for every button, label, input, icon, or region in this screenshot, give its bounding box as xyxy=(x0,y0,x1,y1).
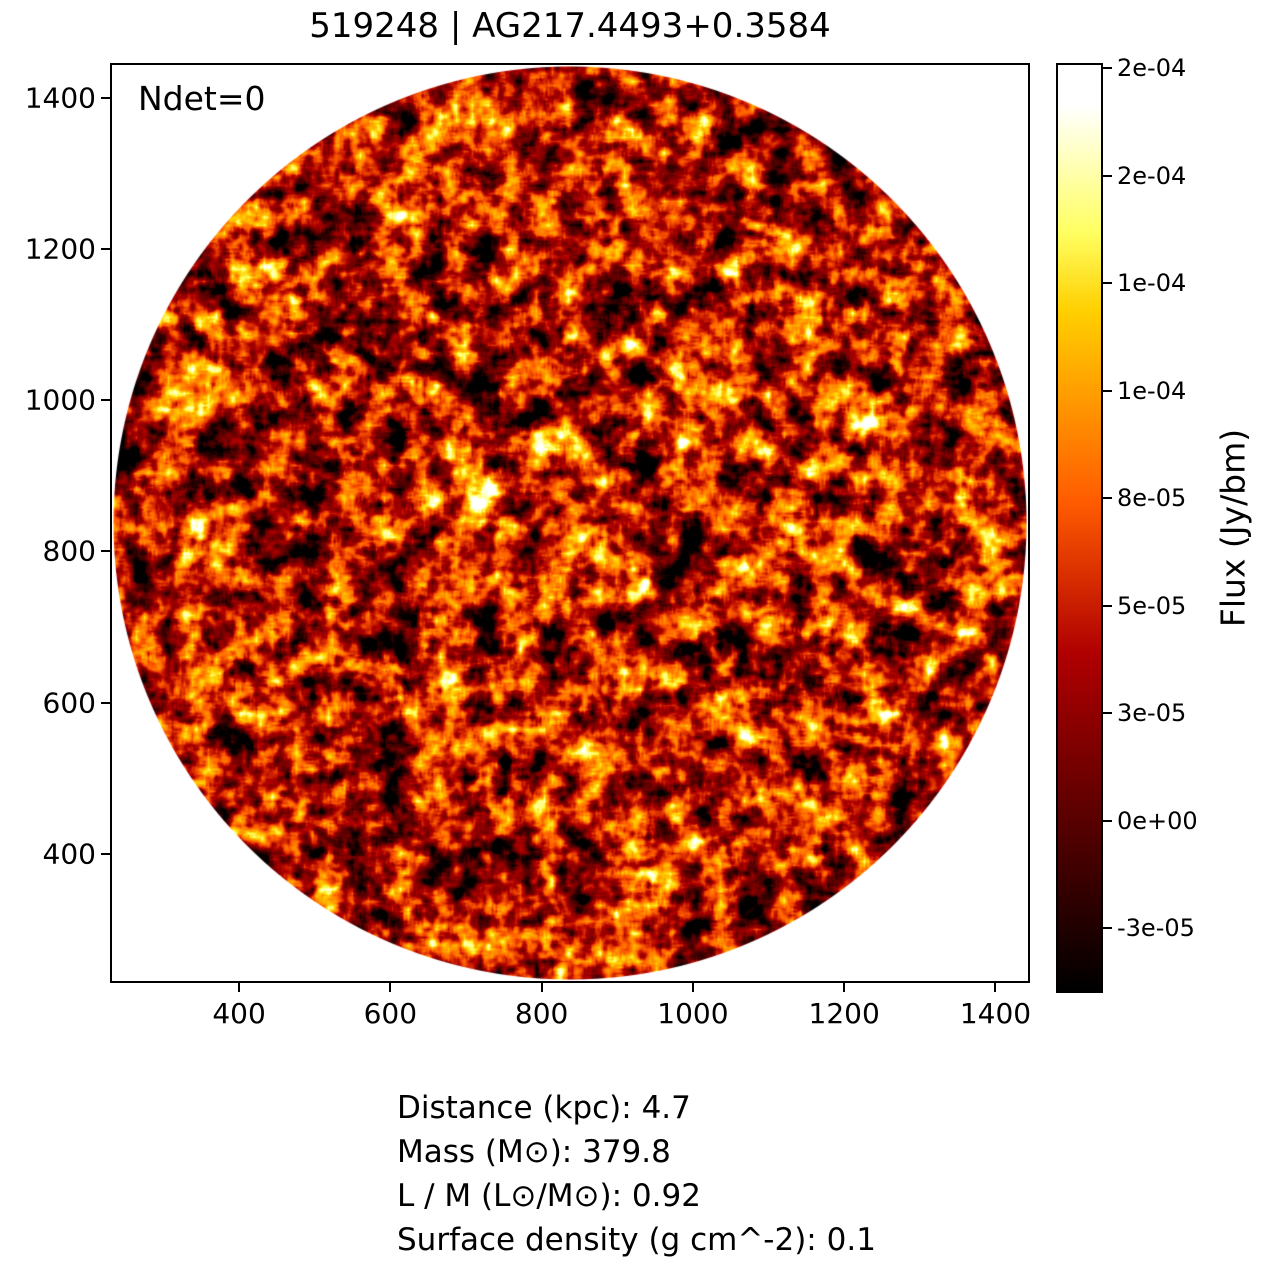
colorbar-tick-label: 1e-04 xyxy=(1117,269,1187,297)
y-tick-label: 400 xyxy=(42,837,96,871)
x-tick-mark xyxy=(691,983,694,992)
x-tick-label: 600 xyxy=(363,997,418,1030)
colorbar-tick-label: -3e-05 xyxy=(1117,914,1195,942)
y-tick-mark xyxy=(101,247,110,250)
y-tick-mark xyxy=(101,96,110,99)
plot-title: 519248 | AG217.4493+0.3584 xyxy=(309,6,831,46)
flux-map-image xyxy=(112,65,1028,981)
stat-distance: Distance (kpc): 4.7 xyxy=(397,1090,691,1126)
colorbar-tick-label: 5e-05 xyxy=(1117,591,1187,620)
y-tick-label: 800 xyxy=(42,534,96,568)
colorbar-tick-label: 0e+00 xyxy=(1117,806,1198,835)
x-tick-label: 1000 xyxy=(657,997,729,1030)
ndet-annotation: Ndet=0 xyxy=(138,79,266,118)
x-tick-label: 1400 xyxy=(959,997,1032,1030)
x-tick-mark xyxy=(389,983,392,992)
colorbar-tick-label: 1e-04 xyxy=(1117,376,1187,405)
y-tick-label: 1200 xyxy=(24,232,96,266)
colorbar: 2e-04 2e-04 1e-04 1e-04 8e-05 5e-05 3e-05 0e+00… xyxy=(1056,54,1198,993)
colorbar-tick-label: 2e-04 xyxy=(1117,54,1187,82)
y-tick-mark xyxy=(101,550,110,553)
colorbar-tick-label: 8e-05 xyxy=(1117,484,1187,512)
colorbar-tick-mark xyxy=(1103,604,1112,607)
x-tick-label: 800 xyxy=(514,997,569,1030)
y-tick-label: 1000 xyxy=(24,383,96,417)
colorbar-tick-mark xyxy=(1103,282,1112,284)
y-tick-label: 1400 xyxy=(24,81,96,115)
stat-surface-density: Surface density (g cm^-2): 0.1 xyxy=(397,1222,876,1258)
y-tick-label: 600 xyxy=(42,686,96,720)
stat-mass: Mass (M⊙): 379.8 xyxy=(397,1134,671,1170)
colorbar-tick-mark xyxy=(1103,819,1112,822)
stat-luminosity-mass-ratio: L / M (L⊙/M⊙): 0.92 xyxy=(397,1178,701,1214)
colorbar-tick-label: 2e-04 xyxy=(1117,161,1187,190)
x-tick-label: 1200 xyxy=(808,997,880,1030)
x-tick-mark xyxy=(843,983,846,992)
x-tick-mark xyxy=(238,983,241,992)
y-tick-mark xyxy=(101,852,110,855)
colorbar-tick-mark xyxy=(1103,927,1112,929)
colorbar-tick-mark xyxy=(1103,67,1112,69)
x-tick-mark xyxy=(540,983,543,992)
colorbar-gradient xyxy=(1058,65,1101,991)
colorbar-tick-mark xyxy=(1103,712,1112,714)
colorbar-axis-label: Flux (Jy/bm) xyxy=(1213,428,1253,628)
y-tick-mark xyxy=(101,701,110,704)
y-tick-mark xyxy=(101,399,110,402)
colorbar-tick-mark xyxy=(1103,174,1112,177)
x-tick-label: 400 xyxy=(212,997,266,1030)
colorbar-tick-mark xyxy=(1103,497,1112,499)
stats-block: Distance (kpc): 4.7 Mass (M⊙): 379.8 L /… xyxy=(397,1086,876,1262)
colorbar-tick-mark xyxy=(1103,389,1112,392)
plot-area: Ndet=0 400 600 800 1000 1200 1400 400 600 800 100… xyxy=(25,63,1031,1030)
x-tick-mark xyxy=(994,983,997,992)
colorbar-tick-label: 3e-05 xyxy=(1117,699,1187,727)
